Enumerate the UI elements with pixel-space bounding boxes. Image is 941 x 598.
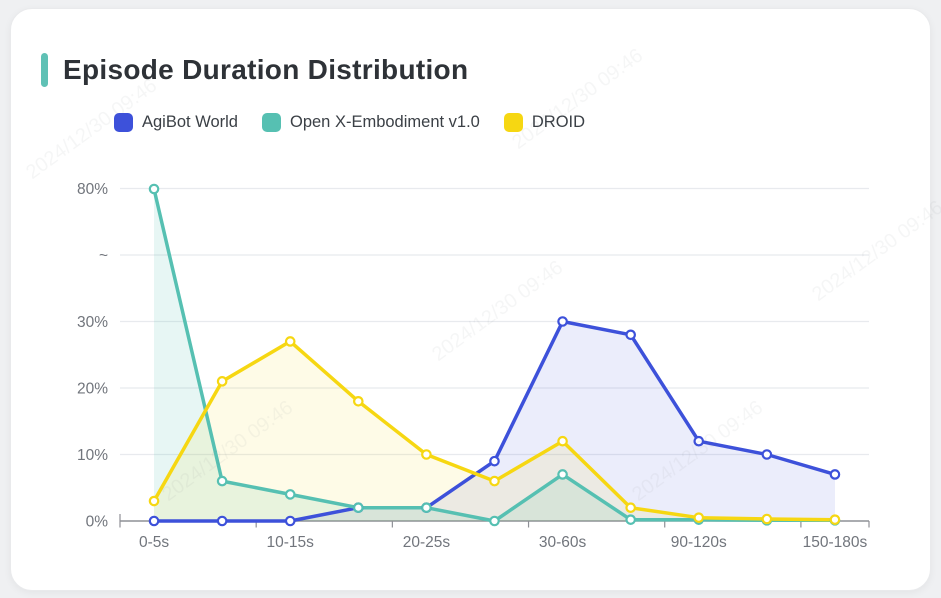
title-accent-bar — [41, 53, 48, 87]
data-point-marker — [353, 395, 364, 407]
y-axis-label: 0% — [86, 514, 109, 531]
data-point-marker — [148, 515, 160, 527]
x-axis-label: 20-25s — [403, 534, 451, 551]
data-point-marker — [693, 512, 705, 523]
x-axis-label: 0-5s — [139, 534, 169, 551]
chart-card: Episode Duration Distribution AgiBot Wor… — [10, 8, 931, 591]
y-axis-label: 10% — [77, 447, 108, 464]
data-point-marker — [829, 469, 841, 480]
x-axis-label: 90-120s — [671, 534, 727, 551]
legend-label: DROID — [531, 113, 586, 131]
data-point-marker — [625, 329, 636, 341]
data-point-marker — [761, 449, 773, 460]
legend-swatch-open-x-embodiment-v1-0 — [262, 113, 281, 132]
data-point-marker — [625, 514, 636, 525]
series-area-open-x-embodiment-v1-0 — [154, 189, 835, 521]
data-point-marker — [829, 514, 841, 525]
legend-swatch-agibot-world — [114, 113, 133, 132]
data-point-marker — [216, 515, 228, 527]
data-point-marker — [148, 495, 160, 507]
data-point-marker — [489, 475, 500, 487]
data-point-marker — [421, 502, 432, 513]
data-point-marker — [353, 502, 364, 513]
y-axis-label: 30% — [77, 314, 108, 331]
data-point-marker — [489, 515, 500, 527]
legend-item-droid[interactable]: DROID — [503, 113, 586, 132]
x-axis-label: 30-60s — [539, 534, 587, 551]
title-row: Episode Duration Distribution — [41, 53, 468, 87]
data-point-marker — [557, 469, 568, 480]
legend: AgiBot World Open X-Embodiment v1.0 DROID — [114, 113, 585, 132]
series-area-droid — [154, 341, 835, 521]
series-area-agibot-world — [154, 321, 835, 521]
legend-item-open-x-embodiment-v1-0[interactable]: Open X-Embodiment v1.0 — [262, 113, 480, 132]
legend-label: Open X-Embodiment v1.0 — [290, 113, 480, 131]
data-point-marker — [148, 183, 160, 195]
x-axis-label: 150-180s — [803, 534, 868, 551]
data-point-marker — [625, 502, 636, 513]
y-axis-label: 80% — [77, 181, 108, 198]
legend-swatch-droid — [503, 113, 523, 132]
y-axis-label: 20% — [77, 381, 108, 398]
y-axis-break-symbol: ~ — [99, 248, 108, 265]
data-point-marker — [693, 435, 705, 447]
data-point-marker — [557, 435, 568, 447]
data-point-marker — [216, 376, 228, 387]
legend-item-agibot-world[interactable]: AgiBot World — [114, 113, 238, 132]
chart-title: Episode Duration Distribution — [63, 54, 469, 85]
data-point-marker — [761, 513, 773, 525]
data-point-marker — [284, 489, 296, 500]
data-point-marker — [216, 475, 228, 487]
legend-label: AgiBot World — [142, 113, 238, 131]
x-axis-label: 10-15s — [267, 534, 315, 551]
data-point-marker — [489, 455, 500, 467]
data-point-marker — [557, 316, 568, 327]
data-point-marker — [421, 449, 432, 460]
data-point-marker — [284, 336, 296, 347]
data-point-marker — [284, 515, 296, 527]
